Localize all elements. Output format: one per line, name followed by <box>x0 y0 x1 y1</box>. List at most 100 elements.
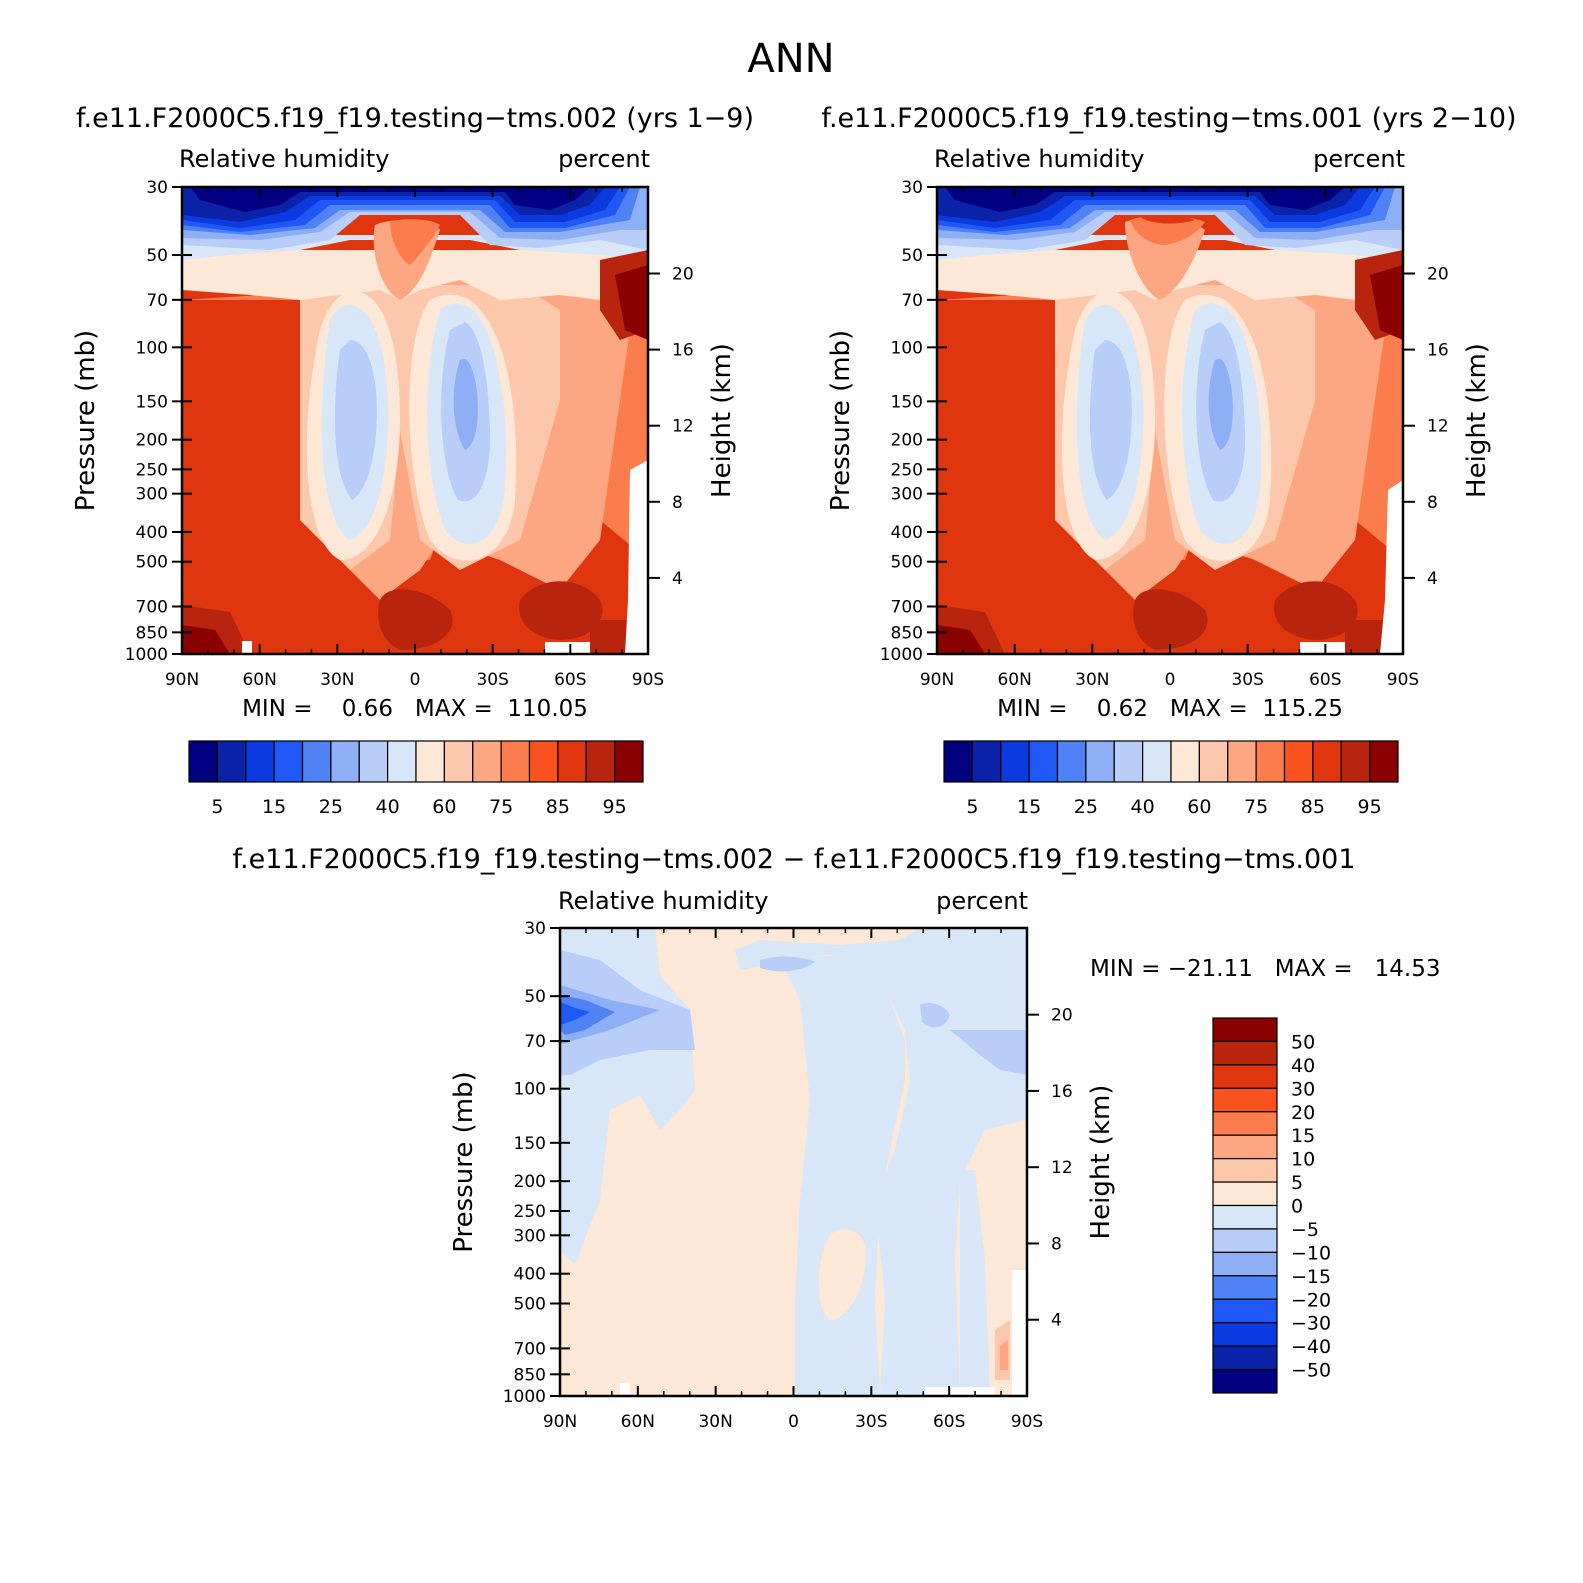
colorbar-swatch <box>1212 1275 1278 1300</box>
panel-2-case-title: f.e11.F2000C5.f19_f19.testing−tms.001 (y… <box>821 103 1516 134</box>
colorbar-label: 95 <box>1358 796 1382 818</box>
panel-1-contour-field <box>182 187 648 654</box>
colorbar-label: 60 <box>432 796 456 818</box>
colorbar-swatch <box>528 740 559 783</box>
colorbar-swatch <box>1142 740 1172 783</box>
panel-3-y2tick-label: 12 <box>1051 1158 1073 1178</box>
panel-1-xtick-label: 90S <box>632 670 664 690</box>
panel-1-y2label: Height (km) <box>707 343 737 498</box>
colorbar-swatch <box>1312 740 1342 783</box>
colorbar-swatch <box>1212 1158 1278 1183</box>
colorbar-swatch <box>1255 740 1286 783</box>
panel-3-y2tick-label: 8 <box>1051 1234 1062 1254</box>
panel-3-ytick-label: 300 <box>514 1226 546 1246</box>
colorbar-label: −30 <box>1291 1313 1331 1335</box>
panel-3: f.e11.F2000C5.f19_f19.testing−tms.002 − … <box>232 844 1440 1432</box>
colorbar-label: −5 <box>1291 1219 1319 1241</box>
panel-3-xtick-label: 30S <box>855 1412 887 1432</box>
panel-1-ytick-label: 70 <box>146 291 168 311</box>
panel-3-ytick-label: 1000 <box>503 1387 546 1407</box>
colorbar-swatch <box>1212 1368 1278 1394</box>
panel-3-y2tick-label: 20 <box>1051 1006 1073 1026</box>
panel-2-xtick-label: 30S <box>1231 670 1263 690</box>
panel-1-stats: MIN = 0.66 MAX = 110.05 <box>242 696 588 722</box>
panel-1-ytick-label: 150 <box>136 392 168 412</box>
panel-1-y2tick-label: 8 <box>672 493 683 513</box>
panel-2: f.e11.F2000C5.f19_f19.testing−tms.001 (y… <box>821 103 1516 818</box>
panel-3-xtick-label: 60S <box>933 1412 965 1432</box>
colorbar-swatch <box>1212 1345 1278 1371</box>
panel-1-ytick-label: 500 <box>136 553 168 573</box>
colorbar-swatch <box>273 740 304 783</box>
colorbar-swatch <box>1340 740 1371 783</box>
panel-1-colorbar: 5 15 25 40 60 75 85 95 <box>188 740 644 818</box>
panel-2-ytick-label: 250 <box>891 460 923 480</box>
colorbar-label: 15 <box>1017 796 1041 818</box>
panel-2-ytick-label: 500 <box>891 553 923 573</box>
colorbar-label: 40 <box>1291 1055 1315 1077</box>
colorbar-swatch <box>1212 1228 1278 1253</box>
colorbar-label: 40 <box>1131 796 1155 818</box>
colorbar-swatch <box>1028 740 1059 783</box>
colorbar-label: 5 <box>1291 1172 1303 1194</box>
colorbar-swatch <box>1212 1204 1278 1230</box>
colorbar-swatch <box>1212 1134 1278 1160</box>
panel-2-xtick-label: 90N <box>920 670 954 690</box>
colorbar-swatch <box>500 740 531 783</box>
panel-1-ytick-label: 300 <box>136 485 168 505</box>
panel-3-case-title: f.e11.F2000C5.f19_f19.testing−tms.002 − … <box>232 844 1355 875</box>
colorbar-swatch <box>1212 1298 1278 1324</box>
colorbar-label: −20 <box>1291 1289 1331 1311</box>
colorbar-label: 0 <box>1291 1196 1303 1218</box>
panel-2-y2tick-label: 16 <box>1427 341 1449 361</box>
colorbar-label: 5 <box>211 796 223 818</box>
panel-1-case-title: f.e11.F2000C5.f19_f19.testing−tms.002 (y… <box>76 103 754 134</box>
panel-3-ytick-label: 70 <box>524 1032 546 1052</box>
panel-2-units-label: percent <box>1313 145 1405 173</box>
panel-2-y2tick-label: 12 <box>1427 417 1449 437</box>
panel-2-y2tick-label: 4 <box>1427 569 1438 589</box>
colorbar-swatch <box>1212 1040 1278 1066</box>
panel-3-ytick-label: 250 <box>514 1202 546 1222</box>
panel-2-ylabel: Pressure (mb) <box>826 330 856 511</box>
panel-1-ytick-label: 100 <box>136 338 168 358</box>
colorbar-swatch <box>1000 740 1030 783</box>
panel-1-xtick-label: 60N <box>242 670 276 690</box>
panel-1-ytick-label: 30 <box>146 178 168 198</box>
panel-3-ylabel: Pressure (mb) <box>449 1071 479 1252</box>
colorbar-swatch <box>472 740 502 783</box>
colorbar-label: −15 <box>1291 1266 1331 1288</box>
panel-3-xtick-label: 0 <box>788 1412 799 1432</box>
colorbar-swatch <box>1085 740 1115 783</box>
panel-2-ytick-label: 400 <box>891 523 923 543</box>
panel-3-contour-field <box>560 928 1027 1396</box>
panel-1-ytick-label: 200 <box>136 431 168 451</box>
colorbar-swatch <box>1212 1064 1278 1089</box>
colorbar-label: 40 <box>376 796 400 818</box>
panel-1-y2tick-label: 12 <box>672 417 694 437</box>
panel-2-ytick-label: 300 <box>891 485 923 505</box>
panel-2-ytick-label: 200 <box>891 431 923 451</box>
colorbar-label: −50 <box>1291 1360 1331 1382</box>
colorbar-swatch <box>330 740 360 783</box>
panel-3-xtick-label: 30N <box>698 1412 732 1432</box>
panel-1-xtick-label: 90N <box>165 670 199 690</box>
panel-2-ytick-label: 50 <box>901 246 923 266</box>
colorbar-swatch <box>585 740 616 783</box>
panel-2-xtick-label: 60S <box>1309 670 1341 690</box>
panel-1-y2tick-label: 4 <box>672 569 683 589</box>
panel-2-xtick-label: 60N <box>997 670 1031 690</box>
colorbar-label: 25 <box>1074 796 1098 818</box>
colorbar-swatch <box>216 740 247 783</box>
panel-3-ytick-label: 30 <box>524 919 546 939</box>
colorbar-swatch <box>415 740 445 783</box>
panel-3-ytick-label: 850 <box>514 1365 546 1385</box>
panel-1-xtick-label: 30N <box>320 670 354 690</box>
panel-3-units-label: percent <box>936 887 1028 915</box>
panel-2-contour-field <box>937 187 1403 654</box>
panel-3-xtick-label: 90S <box>1011 1412 1043 1432</box>
panel-2-xtick-label: 90S <box>1387 670 1419 690</box>
panel-3-field-label: Relative humidity <box>558 887 768 915</box>
